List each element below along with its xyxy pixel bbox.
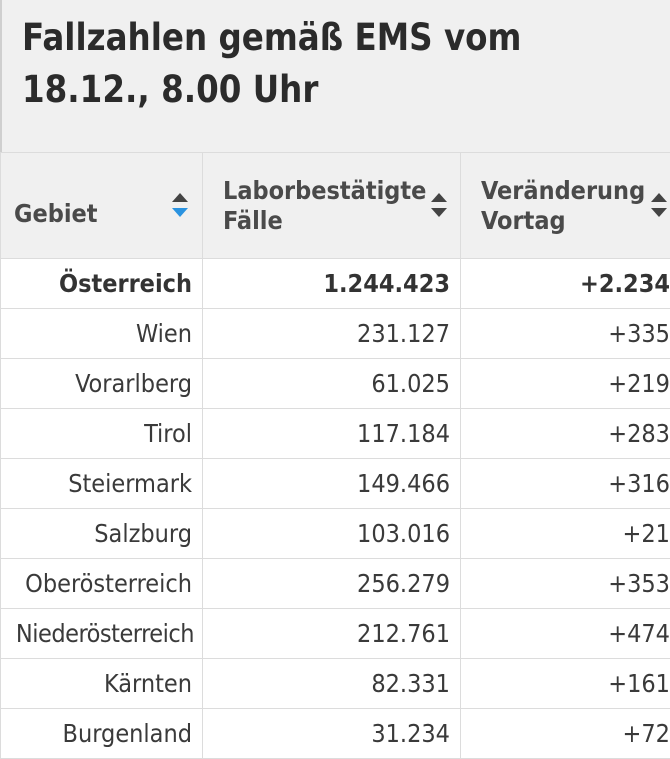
cell-gebiet: Wien bbox=[1, 309, 203, 359]
cell-gebiet: Niederösterreich bbox=[1, 609, 203, 659]
table-row-total: Österreich 1.244.423 +2.234 bbox=[1, 259, 670, 309]
cell-veraenderung: +283 bbox=[461, 409, 670, 459]
page-title: Fallzahlen gemäß EMS vom 18.12., 8.00 Uh… bbox=[22, 12, 585, 116]
sort-icon[interactable] bbox=[431, 193, 447, 219]
table-row: Kärnten 82.331 +161 bbox=[1, 659, 670, 709]
column-header-label: Veränderung Vortag bbox=[481, 176, 651, 236]
sort-up-arrow-icon bbox=[431, 193, 447, 202]
table-row: Wien 231.127 +335 bbox=[1, 309, 670, 359]
sort-down-arrow-icon bbox=[172, 208, 188, 217]
column-header-label: Laborbestätigte Fälle bbox=[223, 176, 393, 236]
cell-faelle: 1.244.423 bbox=[203, 259, 461, 309]
column-header-veraenderung[interactable]: Veränderung Vortag bbox=[461, 153, 670, 259]
column-header-label: Gebiet bbox=[14, 199, 184, 229]
cell-gebiet: Österreich bbox=[1, 259, 203, 309]
column-header-gebiet[interactable]: Gebiet bbox=[1, 153, 203, 259]
cell-veraenderung: +335 bbox=[461, 309, 670, 359]
cell-veraenderung: +2.234 bbox=[461, 259, 670, 309]
table-row: Salzburg 103.016 +21 bbox=[1, 509, 670, 559]
sort-icon-active[interactable] bbox=[172, 193, 188, 219]
cell-veraenderung: +161 bbox=[461, 659, 670, 709]
cell-gebiet: Salzburg bbox=[1, 509, 203, 559]
cell-faelle: 61.025 bbox=[203, 359, 461, 409]
cell-gebiet: Kärnten bbox=[1, 659, 203, 709]
cell-gebiet: Steiermark bbox=[1, 459, 203, 509]
sort-up-arrow-icon bbox=[651, 193, 667, 202]
table-row: Vorarlberg 61.025 +219 bbox=[1, 359, 670, 409]
cell-veraenderung: +219 bbox=[461, 359, 670, 409]
table-row: Oberösterreich 256.279 +353 bbox=[1, 559, 670, 609]
table-row: Tirol 117.184 +283 bbox=[1, 409, 670, 459]
sort-down-arrow-icon bbox=[431, 208, 447, 217]
cell-faelle: 117.184 bbox=[203, 409, 461, 459]
cell-veraenderung: +474 bbox=[461, 609, 670, 659]
cell-veraenderung: +316 bbox=[461, 459, 670, 509]
table-row: Niederösterreich 212.761 +474 bbox=[1, 609, 670, 659]
sort-icon[interactable] bbox=[651, 193, 667, 219]
cell-veraenderung: +21 bbox=[461, 509, 670, 559]
cell-faelle: 212.761 bbox=[203, 609, 461, 659]
cell-faelle: 31.234 bbox=[203, 709, 461, 759]
cell-gebiet: Vorarlberg bbox=[1, 359, 203, 409]
cell-gebiet: Oberösterreich bbox=[1, 559, 203, 609]
sort-down-arrow-icon bbox=[651, 208, 667, 217]
cell-veraenderung: +72 bbox=[461, 709, 670, 759]
cell-faelle: 82.331 bbox=[203, 659, 461, 709]
column-header-faelle[interactable]: Laborbestätigte Fälle bbox=[203, 153, 461, 259]
cell-faelle: 231.127 bbox=[203, 309, 461, 359]
cell-faelle: 103.016 bbox=[203, 509, 461, 559]
table-row: Steiermark 149.466 +316 bbox=[1, 459, 670, 509]
cell-faelle: 256.279 bbox=[203, 559, 461, 609]
sort-up-arrow-icon bbox=[172, 193, 188, 202]
table-body: Österreich 1.244.423 +2.234 Wien 231.127… bbox=[1, 259, 670, 759]
cell-veraenderung: +353 bbox=[461, 559, 670, 609]
table-row: Burgenland 31.234 +72 bbox=[1, 709, 670, 759]
title-bar: Fallzahlen gemäß EMS vom 18.12., 8.00 Uh… bbox=[0, 0, 670, 152]
cell-faelle: 149.466 bbox=[203, 459, 461, 509]
case-table: Gebiet Laborbestätigte Fälle Veränderung… bbox=[0, 152, 670, 759]
cell-gebiet: Tirol bbox=[1, 409, 203, 459]
header-row: Gebiet Laborbestätigte Fälle Veränderung… bbox=[1, 153, 670, 259]
table-header: Gebiet Laborbestätigte Fälle Veränderung… bbox=[1, 153, 670, 259]
cell-gebiet: Burgenland bbox=[1, 709, 203, 759]
